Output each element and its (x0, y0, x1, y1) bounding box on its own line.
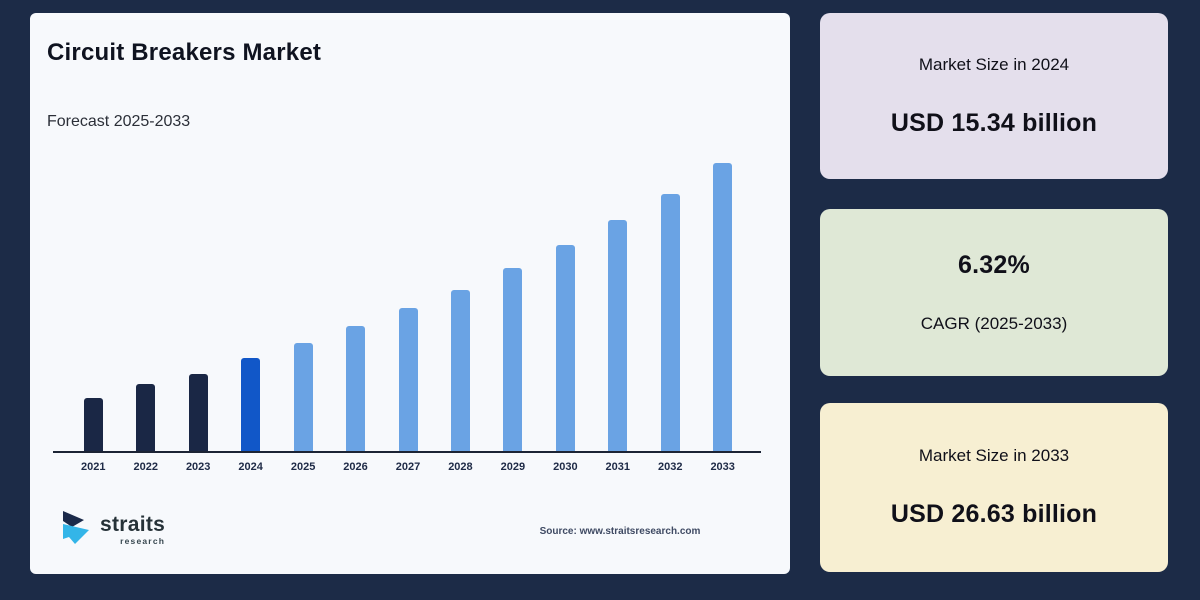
x-axis-label-2026: 2026 (343, 461, 368, 473)
bar-2030 (555, 245, 575, 451)
bar-2021 (83, 398, 103, 451)
bar-2031 (608, 220, 628, 451)
x-axis-label-2027: 2027 (395, 461, 421, 473)
bar-2033 (713, 163, 733, 451)
chart-subtitle: Forecast 2025-2033 (47, 113, 191, 130)
bar-2022 (136, 384, 156, 451)
logo-text-main: straits (100, 513, 166, 536)
chart-title: Circuit Breakers Market (47, 39, 322, 66)
stat-card-3: Market Size in 2033 USD 26.63 billion (820, 403, 1168, 572)
bar-2029 (503, 268, 523, 451)
bar-2028 (450, 290, 470, 451)
x-axis-label-2029: 2029 (500, 461, 526, 473)
x-axis-label-2021: 2021 (81, 461, 106, 473)
bar-2027 (398, 308, 418, 451)
logo-text: straits research (100, 514, 165, 546)
stat-card-2-value: 6.32% (958, 251, 1030, 279)
stat-card-2: 6.32% CAGR (2025-2033) (820, 209, 1168, 376)
bar-chart (53, 163, 761, 453)
x-axis-label-2023: 2023 (185, 461, 211, 473)
stat-card-3-label: Market Size in 2033 (918, 446, 1070, 465)
x-axis-label-2024: 2024 (238, 461, 263, 473)
stat-card-1: Market Size in 2024 USD 15.34 billion (820, 13, 1168, 179)
chart-card: Circuit Breakers Market Forecast 2025-20… (30, 13, 790, 574)
bar-2032 (660, 194, 680, 451)
bar-2025 (293, 343, 313, 451)
x-axis-label-2033: 2033 (710, 461, 735, 473)
stat-card-2-label: CAGR (2025-2033) (920, 314, 1068, 333)
logo-arrow-icon (63, 511, 89, 544)
x-axis-label-2028: 2028 (448, 461, 473, 473)
x-axis-label-2025: 2025 (290, 461, 316, 473)
stat-card-3-value: USD 26.63 billion (890, 500, 1098, 528)
x-axis-label-2032: 2032 (658, 461, 683, 473)
bar-2024 (241, 358, 261, 451)
x-axis-label-2031: 2031 (605, 461, 631, 473)
x-axis-label-2022: 2022 (133, 461, 158, 473)
source-text: Source: www.straitsresearch.com (539, 526, 701, 537)
stat-card-1-value: USD 15.34 billion (890, 108, 1098, 137)
x-axis-labels: 2021 2022 2023 2024 2025 2026 2027 2028 2029 2030… (53, 461, 761, 477)
bar-2026 (346, 326, 366, 451)
stat-card-1-label: Market Size in 2024 (918, 54, 1070, 74)
x-axis-label-2030: 2030 (553, 461, 578, 473)
bar-2023 (188, 374, 208, 451)
straits-research-logo: straits research (58, 508, 165, 552)
logo-text-sub: research (120, 536, 166, 546)
